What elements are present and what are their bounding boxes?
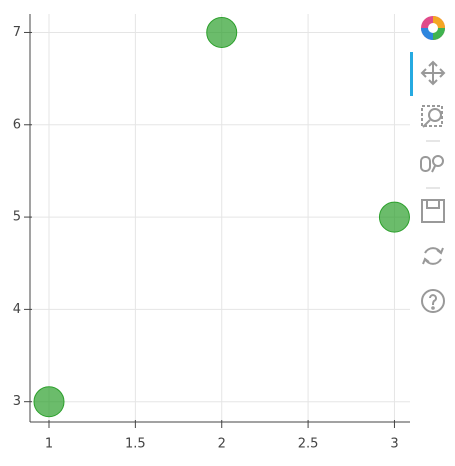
y-tick-label: 5	[13, 210, 21, 225]
x-tick-label: 2	[218, 437, 226, 452]
box-zoom-tool[interactable]	[421, 105, 443, 128]
x-tick-label: 2.5	[298, 437, 319, 452]
y-tick-label: 6	[13, 117, 21, 132]
x-tick-label: 3	[390, 437, 398, 452]
x-tick-label: 1.5	[125, 437, 146, 452]
point	[206, 16, 238, 48]
pan-tool[interactable]	[420, 60, 446, 86]
y-tick-label: 4	[13, 302, 21, 317]
save-tool[interactable]	[421, 199, 445, 223]
point	[378, 201, 410, 233]
help-tool[interactable]	[421, 289, 445, 313]
reset-tool[interactable]	[422, 247, 444, 265]
point	[33, 386, 65, 418]
y-tick-label: 3	[13, 394, 21, 409]
x-tick-label: 1	[45, 437, 53, 452]
toolbar	[410, 16, 446, 313]
active-indicator	[410, 52, 413, 96]
wheel-zoom-tool[interactable]	[420, 155, 444, 173]
bokeh-logo[interactable]	[421, 16, 445, 40]
y-tick-label: 7	[13, 25, 21, 40]
